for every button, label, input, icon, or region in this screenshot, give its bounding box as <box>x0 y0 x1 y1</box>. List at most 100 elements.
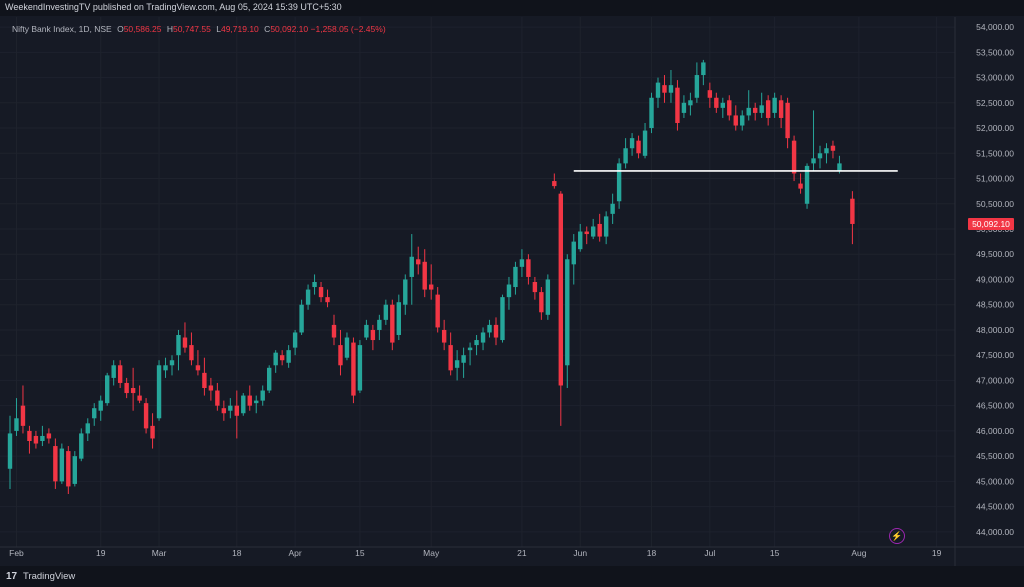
candle-body <box>616 163 622 202</box>
candle-body <box>817 153 823 159</box>
candle-body <box>733 115 738 126</box>
symbol-label: Nifty Bank Index, 1D, NSE <box>12 24 112 34</box>
candle-body <box>254 400 259 404</box>
candle-body <box>7 433 13 469</box>
y-tick-label: 49,500.00 <box>976 249 1014 259</box>
candle-body <box>597 223 602 237</box>
y-tick-label: 45,000.00 <box>976 476 1014 486</box>
candle-body <box>740 115 745 126</box>
candle-body <box>344 337 350 358</box>
candle-body <box>117 365 123 383</box>
candle-body <box>195 365 201 371</box>
candle-body <box>416 259 421 265</box>
candle-body <box>681 102 687 113</box>
candle-body <box>850 198 855 224</box>
x-tick-label: 21 <box>517 548 527 558</box>
candle-body <box>584 231 589 235</box>
candle-body <box>143 403 149 429</box>
candle-body <box>27 430 32 441</box>
candle-body <box>267 367 272 391</box>
low-value: 49,719.10 <box>220 24 259 34</box>
candle-body <box>591 226 596 237</box>
candle-body <box>539 292 544 313</box>
candle-body <box>526 259 531 277</box>
x-tick-label: 15 <box>770 548 780 558</box>
candle-body <box>701 62 706 76</box>
candle-body <box>14 418 19 431</box>
candle-body <box>791 140 797 174</box>
candle-body <box>111 365 116 378</box>
candlestick-chart[interactable]: 54,000.00 53,500.00 53,000.00 52,500.00 52,0… <box>0 17 1024 566</box>
candle-body <box>390 304 395 343</box>
candle-body <box>798 183 803 189</box>
candle-body <box>364 324 369 338</box>
close-label: C <box>264 24 271 34</box>
candle-body <box>215 390 220 406</box>
candle-body <box>487 324 492 333</box>
candle-body <box>623 148 628 164</box>
candle-body <box>778 100 784 118</box>
candle-body <box>163 365 168 371</box>
x-tick-label: 18 <box>647 548 657 558</box>
open-label: O <box>117 24 124 34</box>
candle-body <box>79 433 84 459</box>
candle-body <box>208 385 214 391</box>
x-tick-label: Aug <box>851 548 866 558</box>
candle-body <box>299 304 304 333</box>
candle-body <box>247 395 252 406</box>
candle-body <box>357 345 363 391</box>
candle-body <box>461 355 466 363</box>
x-tick-label: Jul <box>704 548 715 558</box>
tradingview-logo-icon: 17 <box>6 571 18 582</box>
candle-body <box>480 332 486 343</box>
candle-body <box>189 345 194 361</box>
candle-body <box>532 282 538 293</box>
candle-body <box>804 165 810 204</box>
candle-body <box>545 279 551 315</box>
candle-body <box>305 289 311 305</box>
y-tick-label: 52,500.00 <box>976 98 1014 108</box>
x-tick-label: Jun <box>573 548 587 558</box>
candle-body <box>493 324 499 338</box>
candle-body <box>772 97 777 113</box>
candle-body <box>228 405 233 411</box>
candle-body <box>668 85 674 93</box>
candle-body <box>273 352 278 366</box>
candle-body <box>176 335 181 356</box>
y-tick-label: 44,500.00 <box>976 502 1014 512</box>
candle-body <box>811 158 816 164</box>
x-tick-label: May <box>423 548 440 558</box>
candle-body <box>338 345 343 366</box>
candle-body <box>500 297 505 341</box>
candle-body <box>72 456 77 484</box>
y-tick-label: 50,500.00 <box>976 199 1014 209</box>
y-tick-label: 54,000.00 <box>976 22 1014 32</box>
candle-body <box>655 82 661 98</box>
lightning-bolt-icon[interactable]: ⚡ <box>889 528 905 544</box>
y-tick-label: 46,500.00 <box>976 401 1014 411</box>
candle-body <box>694 75 700 98</box>
y-tick-label: 48,500.00 <box>976 300 1014 310</box>
candle-body <box>448 345 453 371</box>
chart-area[interactable]: 54,000.00 53,500.00 53,000.00 52,500.00 52,0… <box>0 17 1024 566</box>
candle-body <box>396 302 401 335</box>
candle-body <box>441 329 447 343</box>
candle-body <box>234 405 239 416</box>
high-label: H <box>166 24 174 34</box>
candle-body <box>603 216 609 237</box>
candle-body <box>571 241 576 265</box>
candle-body <box>221 408 227 414</box>
x-tick-label: 19 <box>96 548 106 558</box>
candle-body <box>642 130 648 156</box>
candle-body <box>53 446 58 482</box>
y-tick-label: 47,500.00 <box>976 350 1014 360</box>
y-tick-label: 52,000.00 <box>976 123 1014 133</box>
candle-body <box>383 304 389 320</box>
candle-body <box>85 423 90 434</box>
candle-body <box>765 100 771 118</box>
x-tick-label: Feb <box>9 548 24 558</box>
x-tick-label: 19 <box>932 548 942 558</box>
candle-body <box>260 390 265 401</box>
open-value: 50,586.25 <box>123 24 162 34</box>
y-tick-label: 47,000.00 <box>976 375 1014 385</box>
